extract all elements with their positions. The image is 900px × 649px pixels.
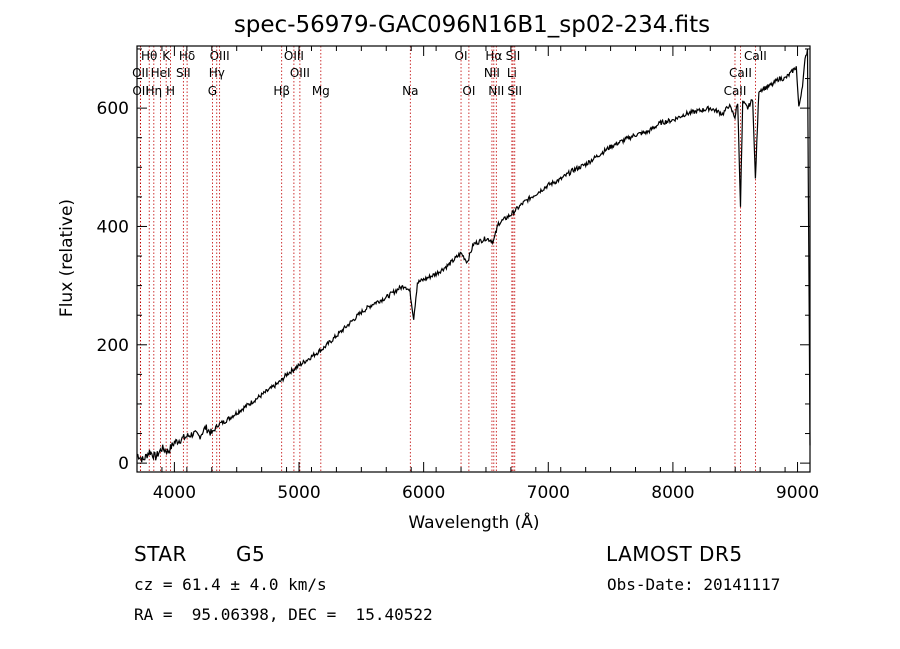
line-label-21: Hβ: [273, 84, 290, 98]
line-label-22: Mg: [312, 84, 330, 98]
line-label-15: Li: [507, 66, 517, 80]
line-label-14: NII: [484, 66, 500, 80]
line-label-24: OI: [462, 84, 475, 98]
line-label-8: CaII: [744, 49, 767, 63]
line-label-0: Hθ: [141, 49, 157, 63]
y-tick-label-600: 600: [97, 99, 129, 119]
x-tick-label-5000: 5000: [277, 483, 320, 503]
x-tick-label-9000: 9000: [776, 483, 819, 503]
line-label-19: H: [166, 84, 175, 98]
obs-date: Obs-Date: 20141117: [607, 575, 781, 594]
spectral-line-markers: Hθ K Hδ OIII OIII OI Hα SII CaII OII HeI SII Hγ OIII N…: [132, 46, 767, 472]
x-tick-label-8000: 8000: [651, 483, 694, 503]
x-tick-label-4000: 4000: [153, 483, 196, 503]
line-label-5: OI: [455, 49, 468, 63]
line-label-18: Hη: [146, 84, 163, 98]
line-label-1: K: [162, 49, 171, 63]
object-class: STAR: [134, 542, 187, 566]
line-label-26: SII: [507, 84, 522, 98]
coordinates: RA = 95.06398, DEC = 15.40522: [134, 605, 433, 624]
redshift-cz: cz = 61.4 ± 4.0 km/s: [134, 575, 327, 594]
y-tick-label-0: 0: [118, 454, 129, 474]
spectrum-series: [136, 49, 811, 463]
line-label-6: Hα: [485, 49, 502, 63]
y-axis-label: Flux (relative): [57, 199, 77, 317]
line-label-3: OIII: [210, 49, 230, 63]
line-label-7: SII: [506, 49, 521, 63]
x-tick-label-7000: 7000: [527, 483, 570, 503]
line-label-13: OIII: [290, 66, 310, 80]
object-subclass: G5: [236, 542, 266, 566]
y-tick-label-400: 400: [97, 217, 129, 237]
line-label-25: NII: [488, 84, 504, 98]
x-axis-label: Wavelength (Å): [408, 511, 539, 533]
axis-ticks: 4000 5000 6000 7000 8000 9000 0 200 400 600: [97, 46, 819, 503]
line-label-9: OII: [132, 66, 149, 80]
line-label-4: OIII: [284, 49, 304, 63]
plot-frame: [136, 45, 811, 473]
x-tick-label-6000: 6000: [402, 483, 445, 503]
y-tick-label-200: 200: [97, 336, 129, 356]
line-label-11: SII: [176, 66, 191, 80]
line-label-10: HeI: [151, 66, 171, 80]
line-label-20: G: [208, 84, 217, 98]
line-label-12: Hγ: [209, 66, 225, 80]
chart-title: spec-56979-GAC096N16B1_sp02-234.fits: [234, 12, 710, 38]
line-label-2: Hδ: [179, 49, 195, 63]
survey-label: LAMOST DR5: [606, 542, 743, 566]
line-label-27: CaII: [724, 84, 747, 98]
line-label-23: Na: [402, 84, 418, 98]
line-label-16: CaII: [729, 66, 752, 80]
